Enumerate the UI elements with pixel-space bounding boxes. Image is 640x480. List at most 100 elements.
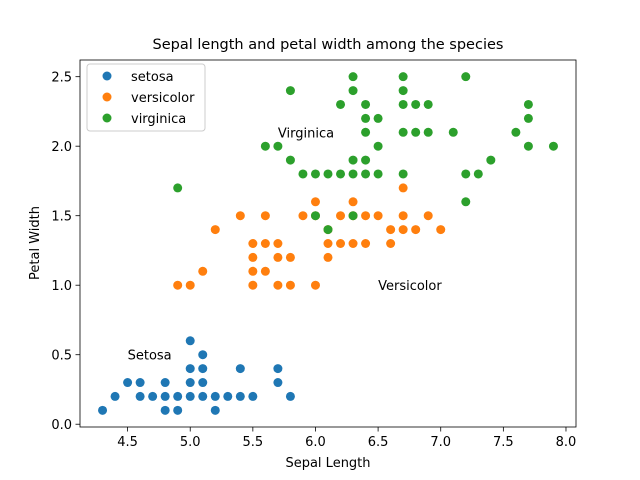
- x-tick-label: 6.5: [368, 435, 389, 450]
- data-point-versicolor: [260, 239, 270, 248]
- data-point-virginica: [298, 169, 308, 179]
- data-point-virginica: [448, 127, 458, 137]
- data-point-setosa: [235, 391, 245, 401]
- data-point-versicolor: [323, 252, 333, 262]
- annotation-virginica: Virginica: [278, 126, 334, 141]
- data-point-setosa: [160, 405, 170, 415]
- x-tick-label: 8.0: [556, 435, 577, 450]
- data-point-versicolor: [198, 266, 208, 276]
- data-point-virginica: [260, 141, 270, 151]
- data-point-virginica: [310, 211, 320, 221]
- data-point-setosa: [198, 378, 208, 388]
- data-point-setosa: [198, 364, 208, 374]
- data-point-virginica: [361, 99, 371, 109]
- data-point-versicolor: [348, 239, 358, 248]
- data-point-versicolor: [273, 239, 283, 248]
- axes-frame: [79, 59, 577, 428]
- data-point-virginica: [398, 86, 408, 96]
- data-point-virginica: [398, 72, 408, 82]
- data-point-setosa: [173, 405, 183, 415]
- data-point-versicolor: [423, 211, 433, 221]
- data-point-virginica: [373, 113, 383, 123]
- data-point-virginica: [361, 127, 371, 137]
- data-point-versicolor: [361, 211, 371, 221]
- data-point-versicolor: [285, 252, 295, 262]
- data-point-virginica: [523, 141, 533, 151]
- data-point-setosa: [185, 378, 195, 388]
- data-point-virginica: [348, 211, 358, 221]
- data-point-setosa: [173, 391, 183, 401]
- data-point-versicolor: [210, 225, 220, 235]
- data-point-versicolor: [310, 280, 320, 290]
- y-tick-label: 1.5: [51, 210, 72, 225]
- x-axis-label: Sepal Length: [285, 456, 370, 471]
- data-point-virginica: [486, 155, 496, 165]
- data-point-setosa: [248, 391, 258, 401]
- data-point-virginica: [461, 169, 471, 179]
- data-point-versicolor: [248, 252, 258, 262]
- annotation-versicolor: Versicolor: [378, 279, 442, 294]
- data-point-virginica: [361, 113, 371, 123]
- data-point-virginica: [511, 127, 521, 137]
- data-point-versicolor: [248, 280, 258, 290]
- y-tick-label: 0.5: [51, 349, 72, 364]
- data-point-versicolor: [323, 239, 333, 248]
- data-point-versicolor: [248, 239, 258, 248]
- data-point-versicolor: [248, 266, 258, 276]
- data-point-setosa: [223, 391, 233, 401]
- data-point-versicolor: [361, 239, 371, 248]
- data-point-versicolor: [235, 211, 245, 221]
- legend-marker-setosa: [102, 71, 112, 81]
- data-point-versicolor: [398, 211, 408, 221]
- data-point-setosa: [210, 391, 220, 401]
- y-tick-label: 1.0: [51, 279, 72, 294]
- data-point-versicolor: [436, 225, 446, 235]
- data-point-setosa: [135, 378, 145, 388]
- data-point-setosa: [273, 364, 283, 374]
- data-point-virginica: [548, 141, 558, 151]
- data-point-virginica: [523, 99, 533, 109]
- plot-area: Setosa Versicolor Virginica 4.5 5.0 5.5 6.0 6.5…: [51, 59, 577, 450]
- legend-label-versicolor: versicolor: [131, 91, 195, 106]
- data-point-setosa: [185, 336, 195, 346]
- legend-label-setosa: setosa: [131, 70, 174, 85]
- data-point-setosa: [160, 378, 170, 388]
- y-tick-label: 0.0: [51, 418, 72, 433]
- data-point-versicolor: [285, 280, 295, 290]
- x-tick-label: 5.0: [180, 435, 201, 450]
- legend-frame: [86, 63, 206, 132]
- data-point-setosa: [235, 364, 245, 374]
- legend-label-virginica: virginica: [131, 112, 186, 127]
- data-point-virginica: [361, 169, 371, 179]
- data-point-virginica: [411, 127, 421, 137]
- data-point-setosa: [185, 364, 195, 374]
- annotation-setosa: Setosa: [128, 349, 172, 364]
- x-tick-label: 7.5: [493, 435, 514, 450]
- data-point-versicolor: [260, 266, 270, 276]
- legend-marker-versicolor: [102, 92, 112, 102]
- data-point-versicolor: [260, 211, 270, 221]
- data-point-virginica: [373, 141, 383, 151]
- data-point-versicolor: [348, 197, 358, 207]
- data-point-virginica: [273, 141, 283, 151]
- data-point-virginica: [285, 86, 295, 96]
- data-point-setosa: [285, 391, 295, 401]
- x-tick-label: 4.5: [117, 435, 138, 450]
- data-point-versicolor: [386, 239, 396, 248]
- x-tick-label: 6.0: [305, 435, 326, 450]
- y-tick-label: 2.5: [51, 71, 72, 86]
- data-point-versicolor: [185, 280, 195, 290]
- data-point-virginica: [423, 127, 433, 137]
- data-point-virginica: [398, 99, 408, 109]
- data-point-versicolor: [398, 183, 408, 193]
- data-point-virginica: [323, 225, 333, 235]
- y-tick-label: 2.0: [51, 140, 72, 155]
- data-point-virginica: [523, 113, 533, 123]
- x-tick-label: 5.5: [243, 435, 264, 450]
- data-point-setosa: [198, 350, 208, 360]
- data-point-versicolor: [298, 211, 308, 221]
- data-point-setosa: [110, 391, 120, 401]
- legend-marker-virginica: [102, 113, 112, 123]
- data-point-virginica: [373, 169, 383, 179]
